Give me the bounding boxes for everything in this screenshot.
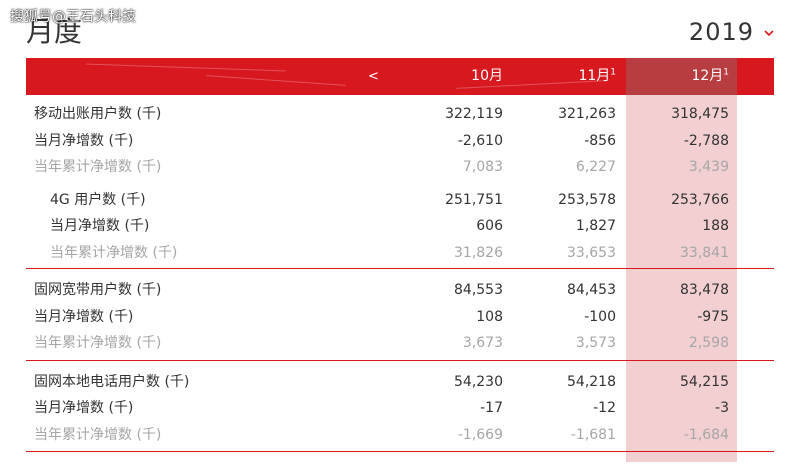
table-row: 当月净增数 (千) -2,610 -856 -2,788 [26,128,774,155]
year-value: 2019 [688,18,754,46]
table-row: 移动出账用户数 (千) 322,119 321,263 318,475 [26,101,774,128]
row-label: 当月净增数 (千) [34,132,134,149]
cell-nov: 84,453 [567,282,616,298]
row-label: 固网宽带用户数 (千) [34,282,162,298]
cell-oct: 31,826 [454,244,503,261]
monthly-data-table: < 10月 11月1 12月1 移动出账用户数 (千) 322,119 321,… [26,58,774,462]
cell-oct: -17 [480,400,503,416]
cell-nov: -12 [593,400,616,416]
row-label: 当年累计净增数 (千) [34,335,162,351]
cell-dec: -3 [715,400,729,416]
cell-oct: 3,673 [462,335,503,351]
cell-nov: 321,263 [558,106,616,122]
column-header-dec: 12月1 [691,67,729,84]
cell-dec: 54,215 [680,373,729,390]
section-broadband: 固网宽带用户数 (千) 84,553 84,453 83,478 当月净增数 (… [26,269,774,361]
cell-nov: 54,218 [567,373,616,390]
table-row: 当月净增数 (千) 108 -100 -975 [26,304,774,331]
cell-nov: -100 [584,308,616,325]
header-highlight [626,58,737,95]
year-selector[interactable]: 2019 [689,18,776,46]
page-title: 月度 [26,15,83,48]
table-row: 当月净增数 (千) 606 1,827 188 [26,213,774,240]
cell-oct: 606 [476,218,503,234]
cell-dec: 3,439 [688,159,729,175]
footnote-marker: 1 [610,67,616,78]
cell-nov: 33,653 [567,244,616,261]
cell-oct: 7,083 [462,159,503,175]
cell-dec: 188 [702,218,729,234]
column-header-oct: 10月 [471,68,503,84]
cell-oct: -1,669 [457,426,503,443]
row-label: 移动出账用户数 (千) [34,106,162,122]
row-label: 当月净增数 (千) [34,308,134,325]
cell-nov: -1,681 [570,426,616,443]
table-row: 当年累计净增数 (千) -1,669 -1,681 -1,684 [26,422,774,449]
cell-dec: -975 [697,308,729,325]
section-fixed-line: 固网本地电话用户数 (千) 54,230 54,218 54,215 当月净增数… [26,361,774,452]
cell-oct: 322,119 [445,106,503,122]
table-header: < 10月 11月1 12月1 [26,58,774,95]
column-header-nov: 11月1 [578,67,616,84]
cell-nov: 253,578 [558,191,616,208]
cell-dec: -1,684 [683,426,729,443]
row-label: 4G 用户数 (千) [50,191,146,208]
table-row: 当年累计净增数 (千) 7,083 6,227 3,439 [26,154,774,181]
cell-dec: 253,766 [671,191,729,208]
cell-oct: 84,553 [454,282,503,298]
cell-dec: 83,478 [680,282,729,298]
header-decor [86,63,286,72]
section-mobile: 移动出账用户数 (千) 322,119 321,263 318,475 当月净增… [26,95,774,269]
table-row: 4G 用户数 (千) 251,751 253,578 253,766 [26,187,774,214]
row-label: 当年累计净增数 (千) [34,426,162,443]
cell-dec: 318,475 [671,106,729,122]
cell-dec: -2,788 [683,132,729,149]
table-row: 固网宽带用户数 (千) 84,553 84,453 83,478 [26,277,774,304]
table-row: 当年累计净增数 (千) 31,826 33,653 33,841 [26,240,774,267]
prev-month-button[interactable]: < [368,69,379,84]
row-label: 固网本地电话用户数 (千) [34,373,190,390]
table-row: 固网本地电话用户数 (千) 54,230 54,218 54,215 [26,369,774,396]
table-row: 当月净增数 (千) -17 -12 -3 [26,395,774,422]
cell-oct: 54,230 [454,373,503,390]
watermark: 搜狐号@王石头科技 [10,9,136,25]
cell-oct: -2,610 [457,132,503,149]
chevron-down-icon [762,25,776,39]
cell-dec: 2,598 [688,335,729,351]
cell-nov: 6,227 [575,159,616,175]
cell-dec: 33,841 [680,244,729,261]
row-label: 当月净增数 (千) [50,218,150,234]
header-decor [206,75,346,86]
cell-oct: 251,751 [445,191,503,208]
cell-nov: 3,573 [575,335,616,351]
cell-nov: -856 [584,132,616,149]
table-row: 当年累计净增数 (千) 3,673 3,573 2,598 [26,330,774,357]
row-label: 当年累计净增数 (千) [34,159,162,175]
cell-oct: 108 [476,308,503,325]
row-label: 当月净增数 (千) [34,400,134,416]
row-label: 当年累计净增数 (千) [50,244,178,261]
highlighted-month-column [626,58,737,462]
footnote-marker: 1 [723,67,729,78]
cell-nov: 1,827 [575,218,616,234]
